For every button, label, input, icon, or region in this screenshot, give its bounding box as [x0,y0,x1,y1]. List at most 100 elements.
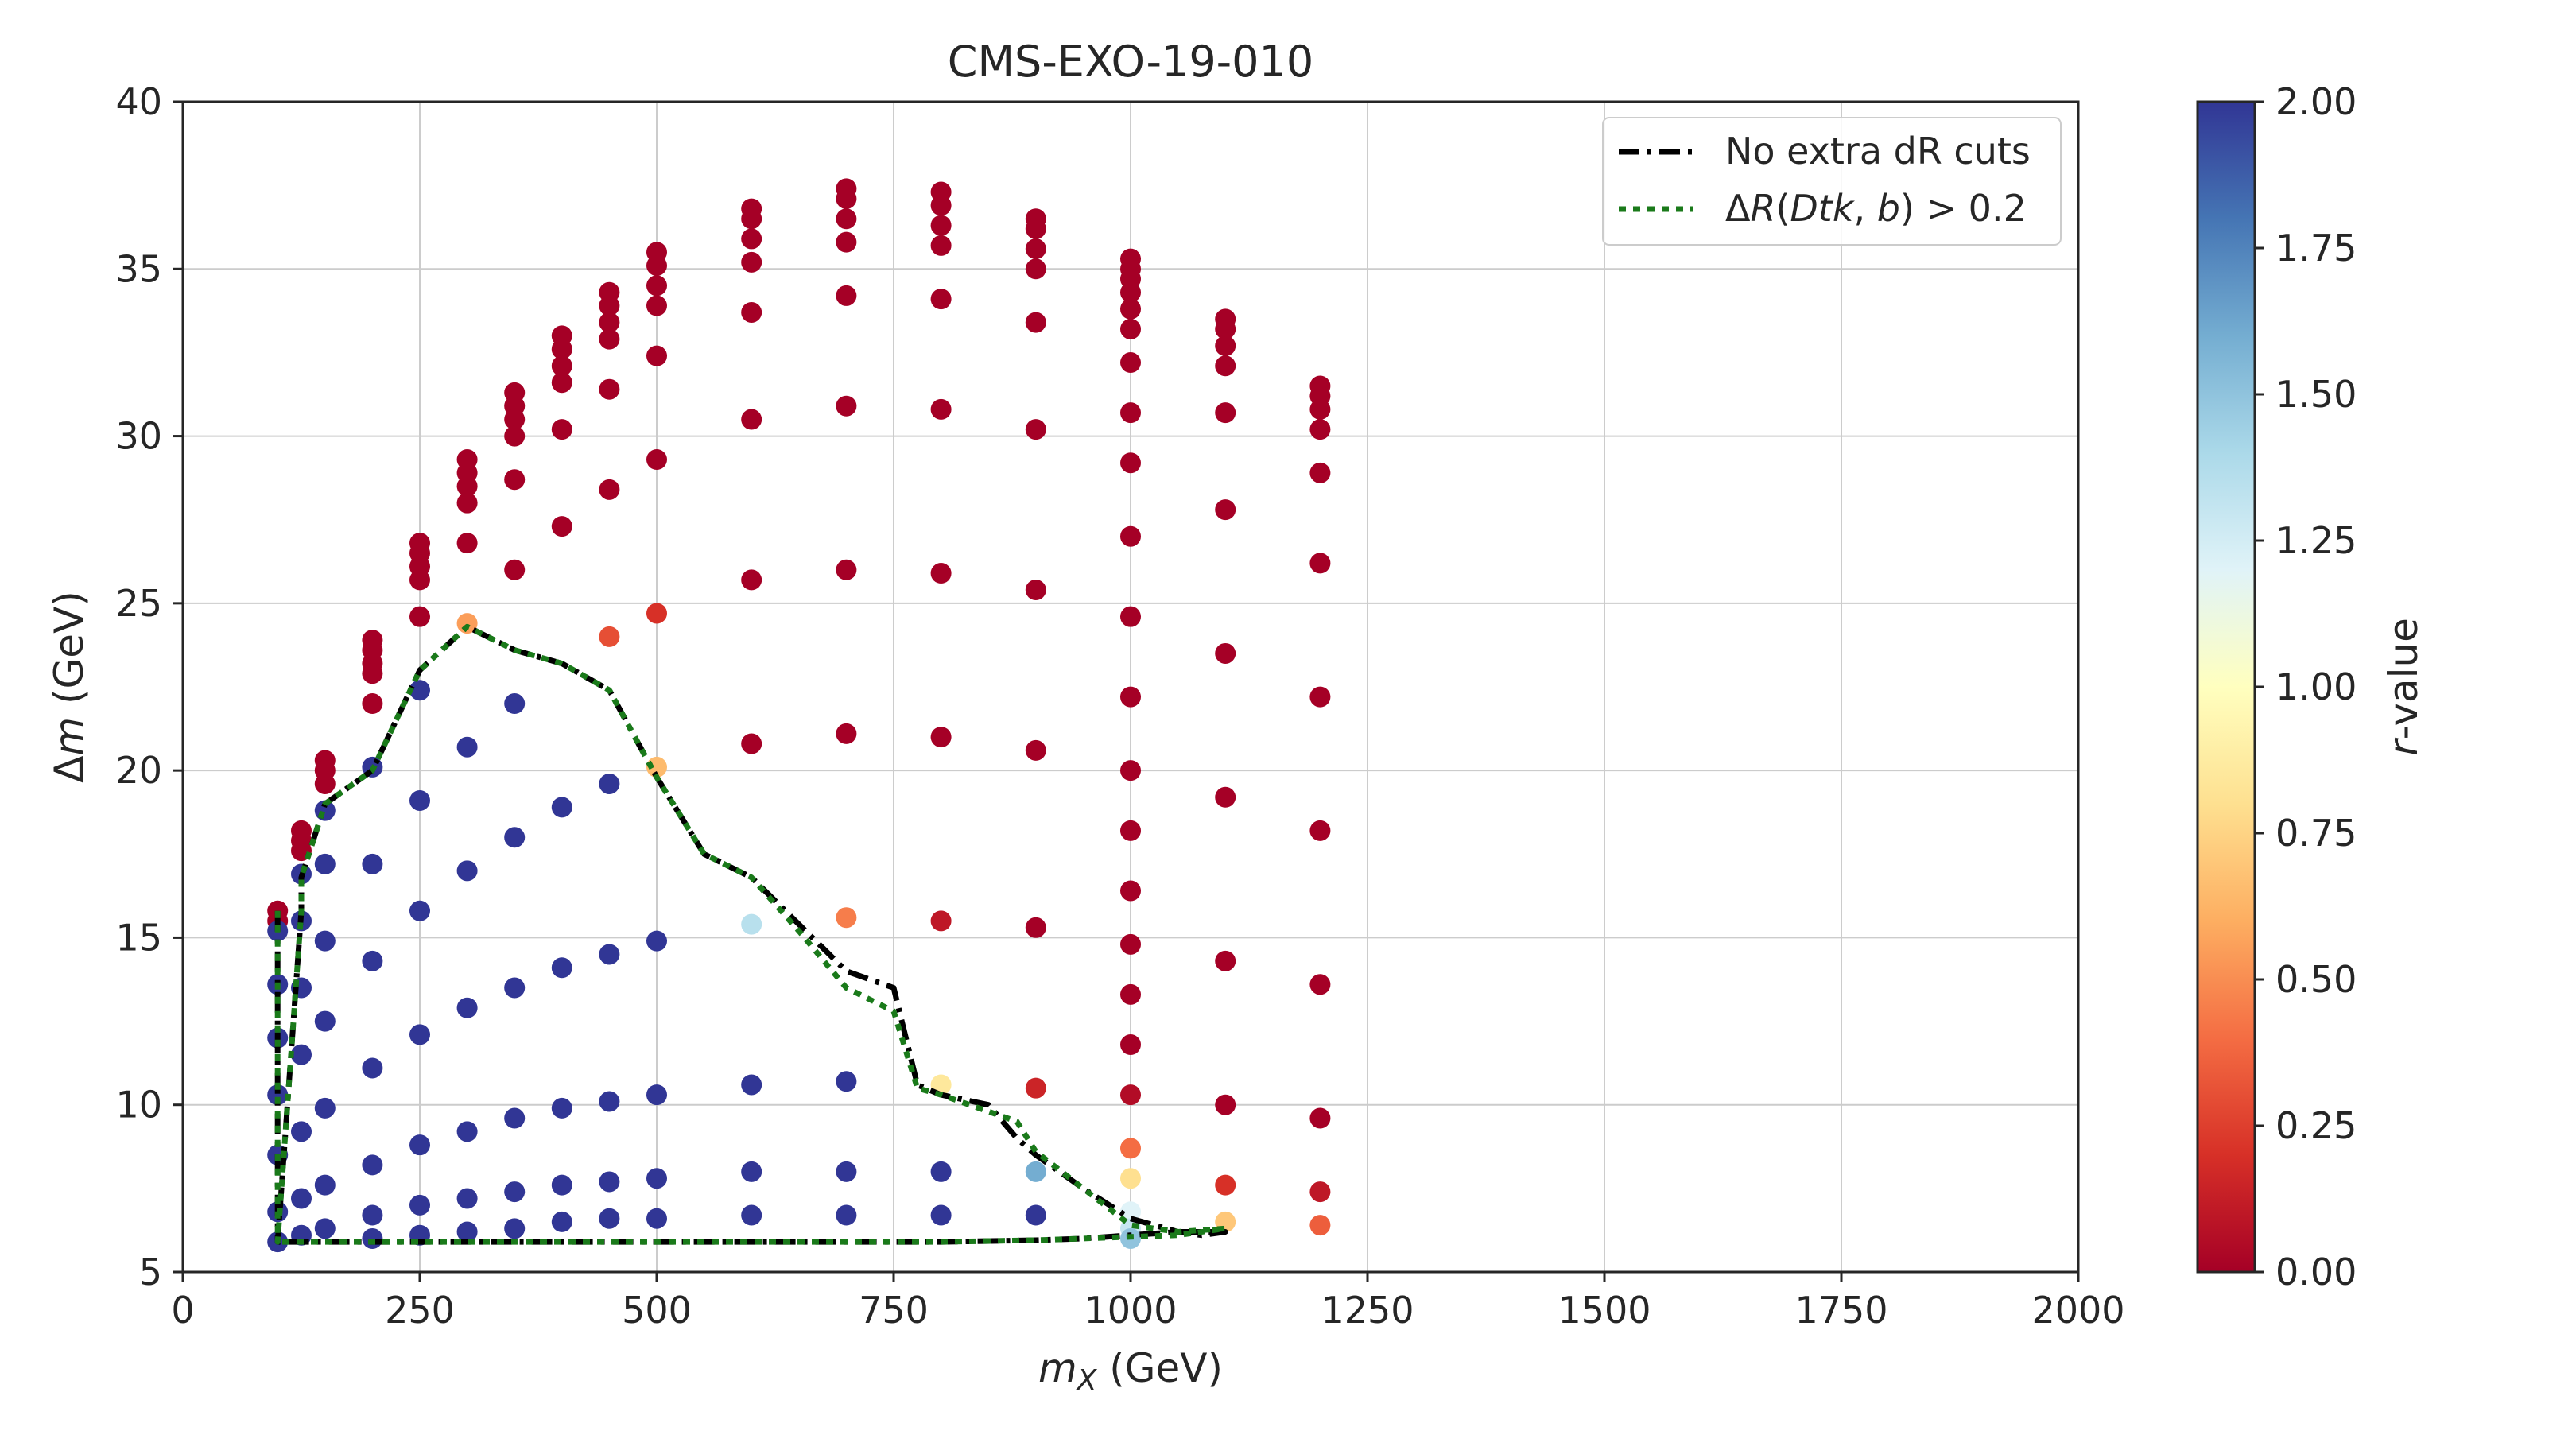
colorbar-tick-label: 1.75 [2275,227,2357,270]
data-point [1025,419,1046,440]
legend-label-delta-r-cut: ΔR(Dtk, b) > 0.2 [1725,187,2027,230]
data-point [504,977,526,999]
chart-title: CMS-EXO-19-010 [948,37,1313,87]
data-point [1120,760,1141,781]
data-point [1215,355,1236,377]
data-point [1025,917,1046,938]
data-point [1120,1034,1141,1056]
data-point [456,736,478,758]
data-point [291,1121,312,1142]
data-point [836,559,857,580]
x-tick-label: 250 [385,1289,455,1332]
data-point [1120,452,1141,474]
data-point [291,1188,312,1209]
data-point [409,789,430,811]
data-point [314,1174,336,1196]
data-point [1120,686,1141,708]
data-point [314,1097,336,1119]
data-point [741,913,762,935]
data-point [362,663,383,684]
data-point [599,626,620,647]
data-point [599,328,620,350]
data-point [456,475,478,497]
data-point [551,372,572,394]
data-point [1309,553,1331,574]
data-point [314,1010,336,1032]
data-point [1309,462,1331,483]
y-tick-label: 20 [115,749,162,792]
data-point [741,409,762,430]
data-point [646,275,667,297]
data-point [599,312,620,333]
data-point [1025,1204,1046,1226]
data-point [646,295,667,316]
colorbar-tick-label: 0.25 [2275,1104,2357,1147]
data-point [456,1221,478,1243]
data-point [1025,580,1046,601]
data-point [1215,786,1236,808]
data-point [599,773,620,794]
data-point [314,930,336,952]
data-point [551,797,572,818]
data-point [1309,1215,1331,1236]
data-point [1120,1168,1141,1189]
data-point [1120,983,1141,1005]
colorbar-gradient [2196,100,2256,1274]
data-point [646,1208,667,1229]
data-point [456,1121,478,1142]
data-point [456,613,478,634]
data-point [409,606,430,627]
data-point [1120,820,1141,841]
data-point [646,449,667,471]
data-point [646,345,667,366]
data-point [836,231,857,253]
data-point [1120,880,1141,902]
x-tick-label: 1000 [1084,1289,1177,1332]
data-point [1120,933,1141,955]
data-point [836,188,857,209]
data-point [504,409,526,430]
data-point [741,569,762,591]
data-point [551,1097,572,1119]
y-tick-label: 25 [115,582,162,625]
colorbar-label: r-value [2380,618,2427,756]
data-point [504,827,526,848]
data-point [1309,1181,1331,1203]
data-point [836,1161,857,1182]
data-point [1120,1084,1141,1106]
legend: No extra dR cuts ΔR(Dtk, b) > 0.2 [1602,117,2062,246]
data-point [1215,1174,1236,1196]
data-point [504,693,526,715]
x-tick-label: 1750 [1794,1289,1887,1332]
y-tick-label: 10 [115,1084,162,1127]
data-point [741,301,762,323]
data-point [362,1057,383,1079]
data-point [551,516,572,537]
data-point [1120,525,1141,547]
x-tick-label: 2000 [2031,1289,2124,1332]
data-point [741,733,762,754]
colorbar-tick-label: 1.00 [2275,665,2357,708]
data-point [1120,402,1141,424]
data-point [1120,606,1141,627]
data-point [362,1154,383,1176]
data-point [1215,402,1236,424]
data-point [1025,312,1046,333]
x-tick-label: 750 [859,1289,929,1332]
y-tick-label: 30 [115,415,162,458]
data-point [1215,1094,1236,1115]
plot-area: 0 250 500 750 1000 1250 1500 1750 2000 5 10 15 20 25… [115,80,2124,1332]
data-point [1215,642,1236,664]
data-point [1025,258,1046,280]
data-point [362,950,383,971]
data-point [409,569,430,591]
data-point [599,295,620,316]
contour-lines [274,623,1228,1245]
data-point [1309,398,1331,420]
y-axis-label: Δm (GeV) [46,591,92,783]
y-tick-label: 35 [115,247,162,290]
data-point [314,773,336,794]
data-point [551,419,572,440]
scatter-points [267,178,1331,1253]
data-point [504,425,526,447]
